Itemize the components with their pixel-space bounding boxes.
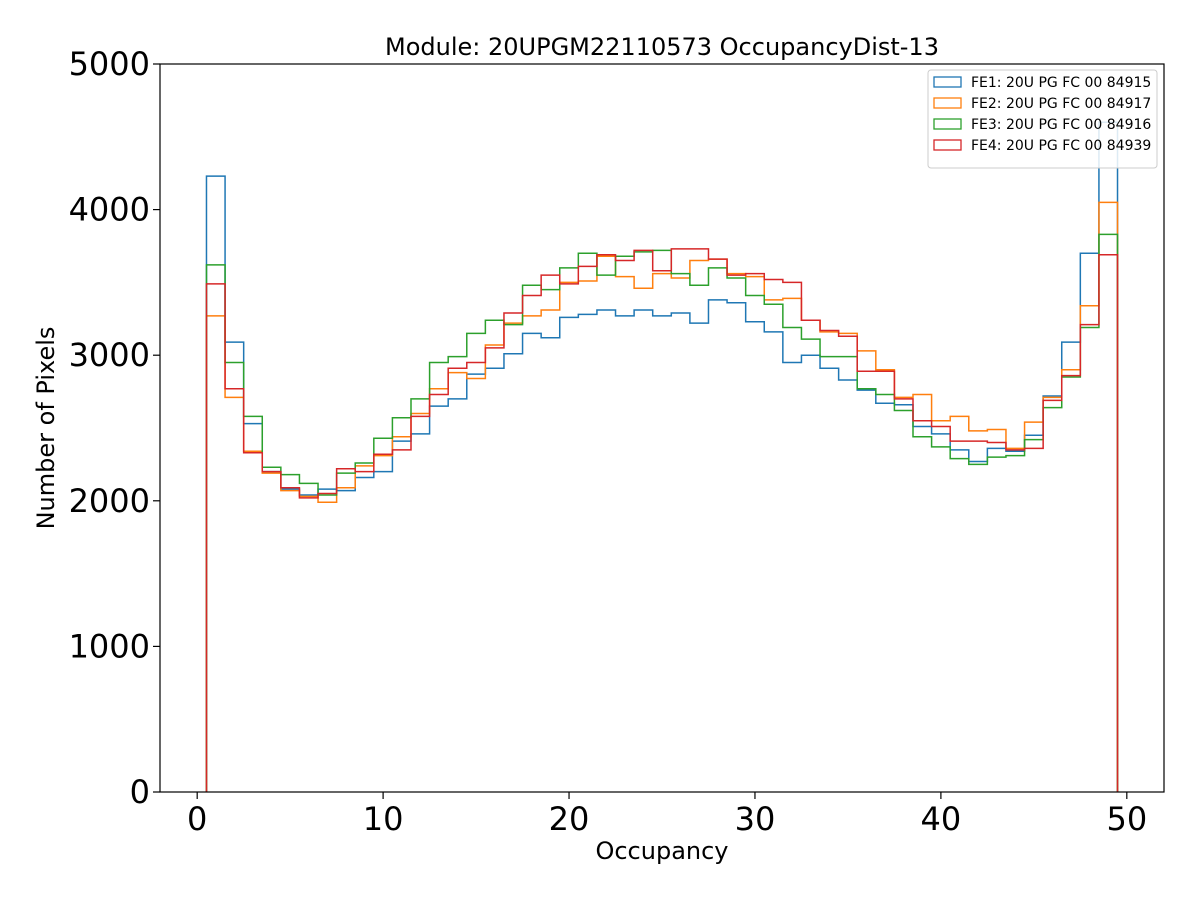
legend-label: FE3: 20U PG FC 00 84916 xyxy=(971,117,1151,133)
legend-swatch xyxy=(933,118,962,130)
legend-box xyxy=(927,69,1158,169)
legend-swatch xyxy=(933,97,962,109)
legend-label: FE1: 20U PG FC 00 84915 xyxy=(971,75,1151,91)
y-tick-label: 2000 xyxy=(69,482,150,520)
axes-layer: 0 10 20 30 40 50 0 1000 2000 3000 4000 5000 xyxy=(69,45,1148,838)
legend-label: FE4: 20U PG FC 00 84939 xyxy=(971,138,1151,154)
x-tick-label: 40 xyxy=(921,800,962,838)
y-tick-label: 0 xyxy=(130,773,150,811)
x-tick-label: 30 xyxy=(735,800,776,838)
x-axis-label: Occupancy xyxy=(595,837,728,865)
legend-label: FE2: 20U PG FC 00 84917 xyxy=(971,96,1151,112)
y-axis-label: Number of Pixels xyxy=(32,327,60,530)
y-tick-label: 4000 xyxy=(69,191,150,229)
y-tick-label: 1000 xyxy=(69,627,150,665)
x-tick-label: 20 xyxy=(549,800,590,838)
x-tick-label: 10 xyxy=(363,800,404,838)
series-4-histogram xyxy=(205,248,1119,792)
series-layer xyxy=(205,121,1119,792)
y-tick-label: 3000 xyxy=(69,336,150,374)
chart-title: Module: 20UPGM22110573 OccupancyDist-13 xyxy=(385,33,939,61)
x-tick-label: 0 xyxy=(187,800,207,838)
x-tick-label: 50 xyxy=(1106,800,1147,838)
y-tick-label: 5000 xyxy=(69,45,150,83)
legend-swatch xyxy=(933,139,962,151)
plot-frame xyxy=(159,63,1165,793)
series-2-histogram xyxy=(205,201,1119,792)
legend-swatch xyxy=(933,76,962,88)
legend: FE1: 20U PG FC 00 84915 FE2: 20U PG FC 00… xyxy=(927,69,1158,169)
